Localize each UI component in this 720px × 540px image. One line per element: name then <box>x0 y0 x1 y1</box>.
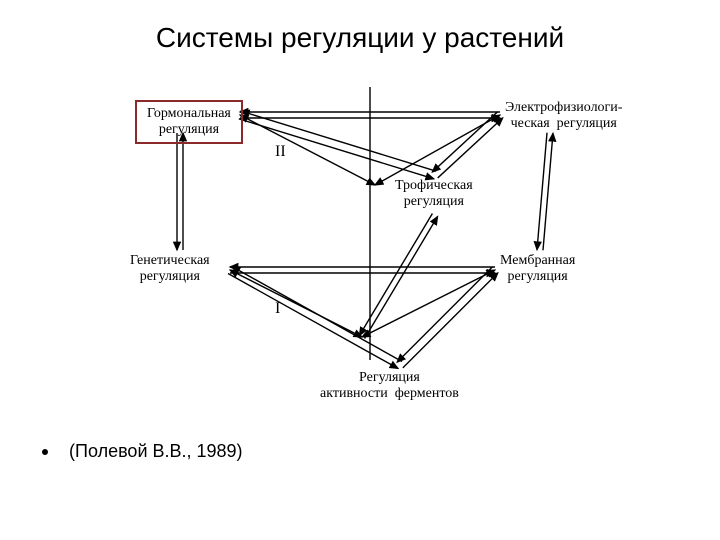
node-level2: II <box>275 143 286 161</box>
regulation-diagram: Гормональная регуляция Электрофизиологи- … <box>100 75 650 405</box>
citation-text: (Полевой В.В., 1989) <box>69 441 243 461</box>
node-genetic: Генетическая регуляция <box>130 253 210 285</box>
bullet-icon <box>42 449 48 455</box>
node-hormonal: Гормональная регуляция <box>135 100 243 144</box>
slide-title: Системы регуляции у растений <box>0 22 720 54</box>
node-membrane: Мембранная регуляция <box>500 253 575 285</box>
node-trophic: Трофическая регуляция <box>395 178 473 210</box>
slide-root: Системы регуляции у растений Гормональна… <box>0 0 720 540</box>
node-enzyme: Регуляция активности ферментов <box>320 370 459 402</box>
citation: (Полевой В.В., 1989) <box>42 441 243 462</box>
node-electro: Электрофизиологи- ческая регуляция <box>505 100 622 132</box>
node-level1: I <box>275 300 280 318</box>
